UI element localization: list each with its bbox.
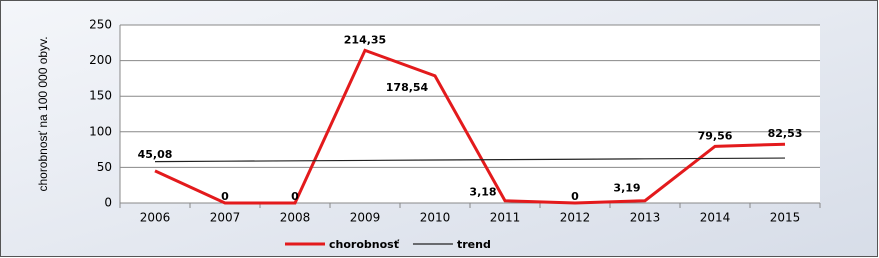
- value-label: 0: [221, 190, 229, 203]
- plot-area: [120, 25, 820, 203]
- y-tick-label: 50: [97, 160, 112, 174]
- value-label: 79,56: [698, 129, 733, 142]
- legend-label: trend: [457, 238, 491, 251]
- x-tick-label: 2013: [630, 211, 661, 225]
- y-tick-label: 100: [89, 124, 112, 138]
- x-tick-label: 2015: [770, 211, 801, 225]
- x-tick-label: 2006: [140, 211, 171, 225]
- y-tick-label: 200: [89, 53, 112, 67]
- x-tick-label: 2012: [560, 211, 591, 225]
- value-label: 178,54: [386, 81, 429, 94]
- y-axis-label: chorobnosť na 100 000 obyv.: [36, 36, 50, 191]
- x-tick-label: 2009: [350, 211, 381, 225]
- value-label: 3,19: [613, 182, 640, 195]
- value-label: 82,53: [768, 127, 803, 140]
- value-label: 0: [571, 190, 579, 203]
- legend-label: chorobnosť: [329, 238, 400, 251]
- x-tick-label: 2011: [490, 211, 521, 225]
- value-label: 45,08: [138, 148, 173, 161]
- value-label: 214,35: [344, 33, 386, 46]
- y-tick-label: 0: [104, 196, 112, 210]
- value-label: 0: [291, 190, 299, 203]
- y-tick-label: 150: [89, 89, 112, 103]
- x-tick-label: 2008: [280, 211, 311, 225]
- series-line: [154, 48, 786, 205]
- y-tick-label: 250: [89, 18, 112, 32]
- value-label: 3,18: [469, 186, 496, 199]
- series-line: [154, 157, 786, 163]
- x-tick-label: 2007: [210, 211, 241, 225]
- x-tick-label: 2014: [700, 211, 731, 225]
- x-tick-label: 2010: [420, 211, 451, 225]
